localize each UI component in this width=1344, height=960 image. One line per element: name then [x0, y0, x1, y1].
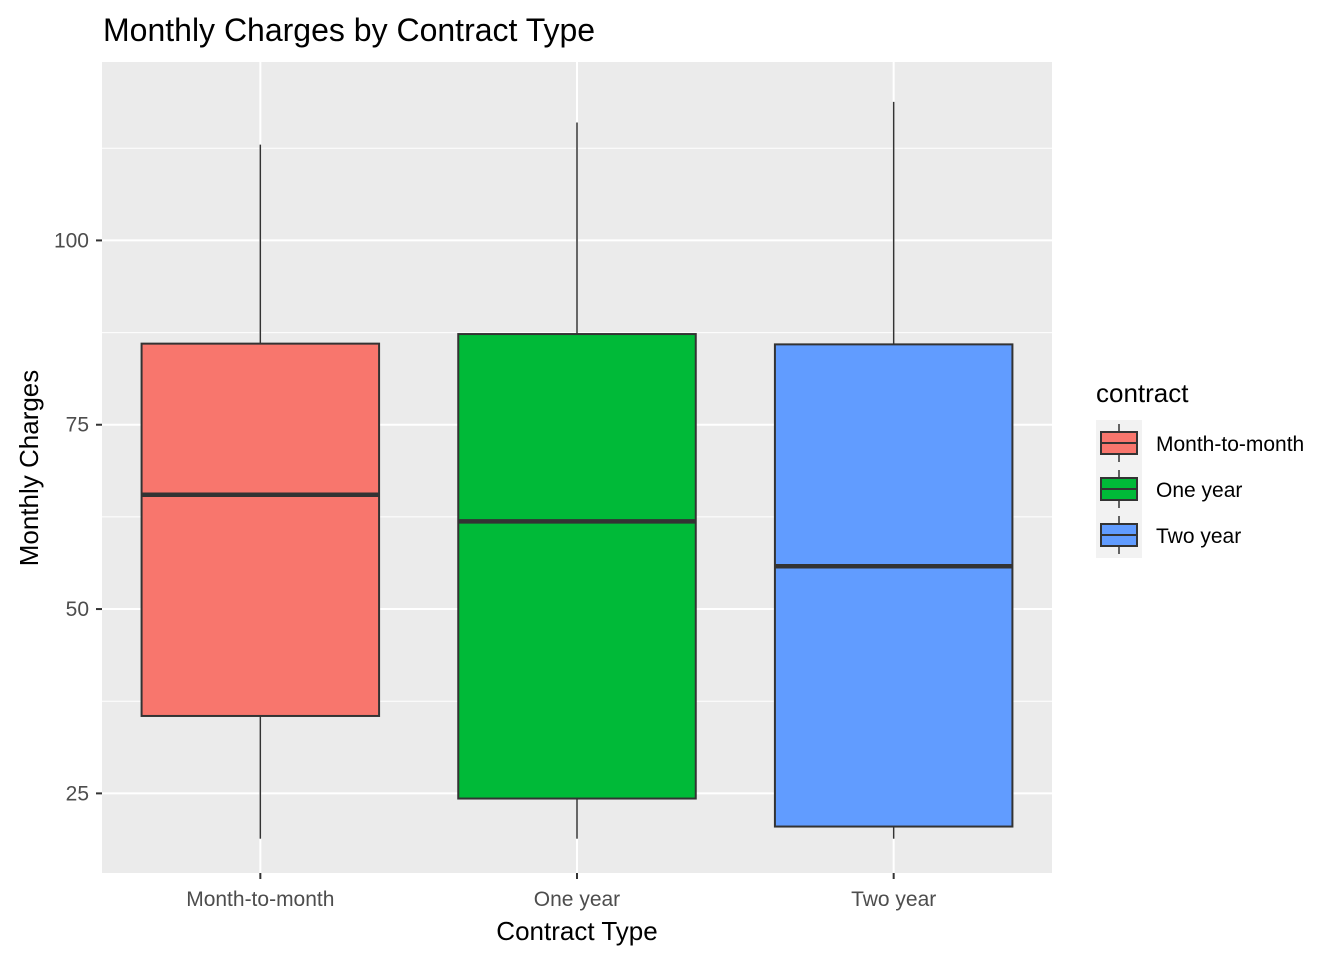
chart-title: Monthly Charges by Contract Type — [103, 12, 595, 48]
box-month-to-month — [140, 144, 381, 839]
legend-item: One year — [1096, 466, 1242, 512]
x-axis-title: Contract Type — [496, 916, 657, 946]
legend-label: Two year — [1156, 525, 1241, 548]
legend-title: contract — [1096, 378, 1189, 408]
legend-label: Month-to-month — [1156, 433, 1304, 456]
y-tick-label: 75 — [66, 414, 89, 437]
box-body — [773, 343, 1014, 828]
x-axis: Month-to-month One year Two year — [186, 873, 936, 911]
y-tick-label: 50 — [66, 598, 89, 621]
legend-item: Month-to-month — [1096, 420, 1304, 466]
y-axis: 25 50 75 100 — [54, 229, 102, 805]
x-tick-label: One year — [534, 888, 620, 911]
legend-item: Two year — [1096, 512, 1241, 558]
x-tick-label: Two year — [851, 888, 936, 911]
x-tick-label: Month-to-month — [186, 888, 334, 911]
legend-label: One year — [1156, 479, 1242, 502]
legend: contract Month-to-month One year Two year — [1096, 378, 1304, 558]
box-one-year — [457, 122, 697, 839]
box-two-year — [773, 101, 1014, 839]
box-body — [457, 333, 697, 800]
plot-panel — [102, 62, 1052, 873]
y-axis-title: Monthly Charges — [14, 370, 44, 567]
y-tick-label: 25 — [66, 782, 89, 805]
y-tick-label: 100 — [54, 229, 89, 252]
box-body — [140, 342, 381, 717]
